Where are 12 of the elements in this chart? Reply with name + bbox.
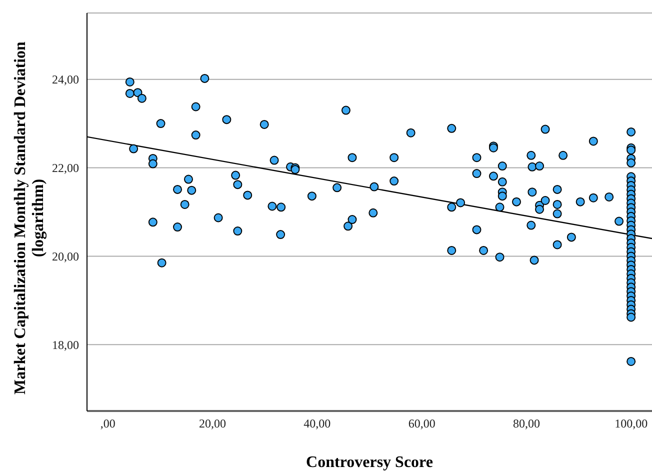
x-tick-label: 80,00 <box>512 416 540 431</box>
x-tick-label: 100,00 <box>614 416 648 431</box>
y-axis-title: Market Capitalization Monthly Standard Deviation (logarithm) <box>12 40 48 396</box>
x-tick-label: 40,00 <box>304 416 331 431</box>
y-tick-label: 18,00 <box>52 338 79 352</box>
x-tick-label: 20,00 <box>199 416 226 431</box>
y-tick-label: 20,00 <box>52 249 79 264</box>
x-tick-label: 60,00 <box>408 416 436 431</box>
y-tick-label: 24,00 <box>52 72 79 87</box>
x-tick-label: ,00 <box>100 416 116 431</box>
x-axis-title: Controversy Score <box>305 454 434 472</box>
y-tick-label: 22,00 <box>52 161 79 176</box>
